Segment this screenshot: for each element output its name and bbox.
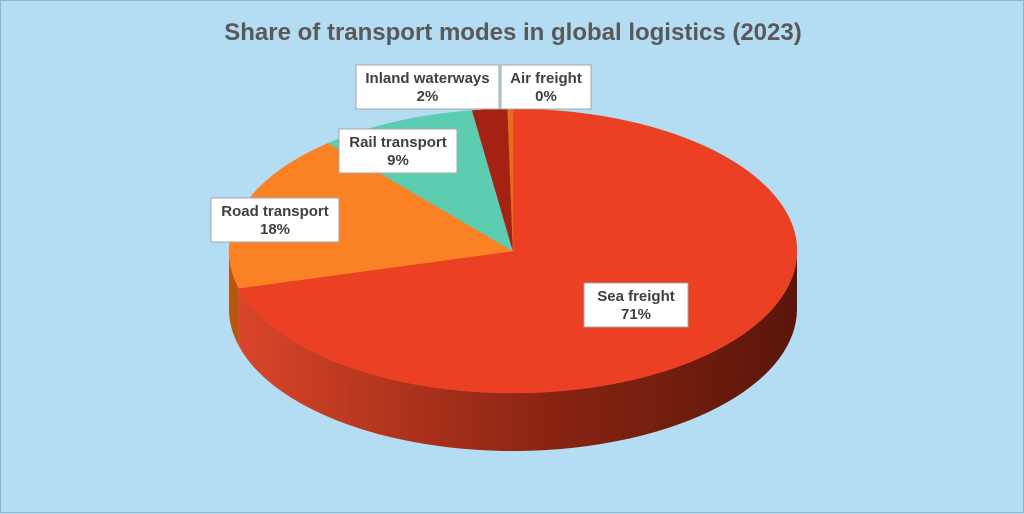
data-label-category: Rail transport: [349, 134, 447, 151]
data-label-value: 0%: [535, 88, 557, 105]
data-label-value: 9%: [387, 152, 409, 169]
data-label-category: Inland waterways: [365, 70, 489, 87]
data-label-box: [583, 282, 689, 328]
pie-side-sea-freight: [238, 251, 798, 452]
pie-tops: [228, 108, 798, 394]
data-label-box: [500, 64, 592, 110]
pie-side-road-transport: [229, 251, 239, 347]
data-label-box: [355, 64, 500, 110]
data-label-box: [210, 197, 340, 243]
data-label-category: Air freight: [510, 70, 582, 87]
data-label-value: 71%: [621, 306, 651, 323]
chart-title: Share of transport modes in global logis…: [224, 19, 802, 46]
data-label-category: Road transport: [221, 203, 329, 220]
data-label-value: 18%: [260, 221, 290, 238]
data-label-category: Sea freight: [597, 288, 675, 305]
pie-sides: [229, 251, 798, 452]
data-label-value: 2%: [417, 88, 439, 105]
data-label-box: [338, 128, 458, 174]
